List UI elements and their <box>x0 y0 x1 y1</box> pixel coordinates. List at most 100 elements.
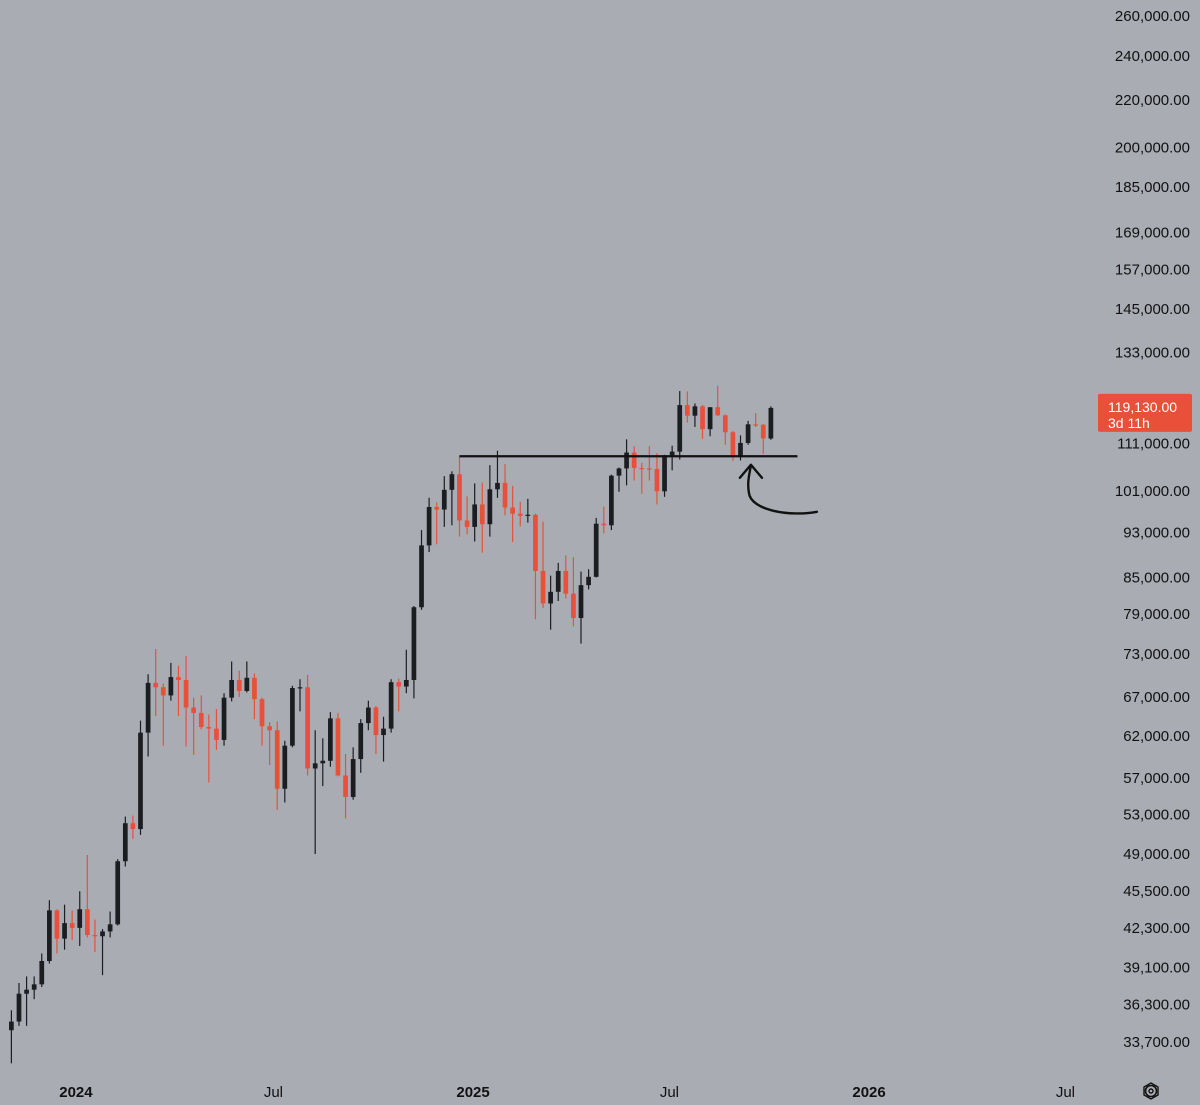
candle <box>616 467 622 492</box>
candle <box>138 720 143 835</box>
candle <box>495 450 500 498</box>
candle <box>153 649 159 717</box>
y-tick-label: 53,000.00 <box>1123 807 1190 824</box>
candle <box>312 730 318 855</box>
candle-body <box>760 424 766 439</box>
candle <box>760 423 766 454</box>
candle <box>84 855 90 938</box>
candle <box>411 605 417 699</box>
candle <box>434 502 440 545</box>
candle <box>214 709 219 750</box>
settings-gear-icon[interactable] <box>1143 1082 1159 1100</box>
candle <box>403 649 409 694</box>
y-tick-label: 42,300.00 <box>1123 920 1190 937</box>
candle <box>388 679 394 733</box>
candle-body <box>214 728 219 740</box>
candle-body <box>753 424 759 426</box>
candle-body <box>457 474 462 521</box>
candle-body <box>396 682 402 687</box>
candle <box>669 445 675 471</box>
candle-body <box>578 585 584 619</box>
candle <box>472 483 478 542</box>
candle <box>449 471 455 526</box>
candle <box>343 754 348 819</box>
candle <box>130 815 136 839</box>
candle <box>753 413 759 427</box>
candle-body <box>16 993 22 1022</box>
candle <box>517 501 523 527</box>
candle <box>457 455 462 537</box>
candle <box>373 705 379 755</box>
candle <box>191 697 197 755</box>
candle-body <box>305 687 310 769</box>
candle <box>540 521 546 608</box>
candle <box>168 662 174 701</box>
y-tick-label: 62,000.00 <box>1123 728 1190 745</box>
candle-body <box>517 513 523 516</box>
y-tick-label: 36,300.00 <box>1123 997 1190 1014</box>
candle-body <box>130 823 136 830</box>
candle-body <box>69 923 75 928</box>
candle <box>16 983 22 1026</box>
candle <box>563 555 569 599</box>
candle-body <box>153 682 159 688</box>
y-tick-label: 49,000.00 <box>1123 846 1190 863</box>
candle <box>62 904 67 950</box>
price-badge-value: 119,130.00 <box>1108 399 1177 415</box>
candle-body <box>730 432 736 457</box>
candle-body <box>662 455 667 492</box>
candle-body <box>297 687 303 689</box>
candle <box>662 454 667 497</box>
y-tick-label: 157,000.00 <box>1115 261 1190 278</box>
candle-body <box>335 718 341 776</box>
candle-body <box>24 989 29 994</box>
candle <box>198 695 204 730</box>
candle-body <box>31 984 37 990</box>
candle-body <box>183 679 189 708</box>
candle-body <box>411 607 417 680</box>
candle-body <box>441 489 447 510</box>
candle-body <box>350 759 356 797</box>
candle-body <box>138 732 143 830</box>
candle-body <box>563 570 569 594</box>
price-axis[interactable]: 260,000.00 240,000.00 220,000.00 200,000.00… <box>1115 8 1190 1051</box>
time-axis[interactable]: 2024 Jul 2025 Jul 2026 Jul <box>59 1084 1075 1101</box>
candle-body <box>593 523 599 577</box>
candle <box>586 569 591 590</box>
candles <box>9 385 774 1064</box>
x-tick-label: 2026 <box>852 1084 885 1101</box>
candle-body <box>39 960 45 985</box>
candle-body <box>715 407 721 416</box>
candle-body <box>107 924 113 932</box>
candle-body <box>236 679 242 691</box>
y-tick-label: 133,000.00 <box>1115 345 1190 362</box>
x-tick-label: Jul <box>1056 1084 1075 1101</box>
candle-body <box>267 726 272 731</box>
candle <box>259 697 265 746</box>
candle <box>381 716 386 762</box>
candle-body <box>525 514 531 516</box>
candle <box>31 976 37 1000</box>
candle <box>92 919 98 953</box>
candle <box>487 465 493 537</box>
candle <box>290 685 295 748</box>
candle-body <box>540 570 546 604</box>
candle <box>684 391 690 423</box>
candle <box>236 670 242 697</box>
candle <box>654 453 660 505</box>
candle <box>647 446 652 481</box>
candle-body <box>631 452 637 468</box>
candle <box>267 722 272 766</box>
candle <box>54 909 60 954</box>
candle <box>441 476 447 527</box>
candle-body <box>738 442 743 457</box>
candle-body <box>388 682 394 729</box>
candle <box>282 740 288 803</box>
candle-body <box>84 909 90 936</box>
candle <box>578 571 584 644</box>
y-tick-label: 220,000.00 <box>1115 92 1190 109</box>
candle <box>593 517 599 578</box>
candle-body <box>434 506 440 510</box>
candle-body <box>328 718 333 761</box>
